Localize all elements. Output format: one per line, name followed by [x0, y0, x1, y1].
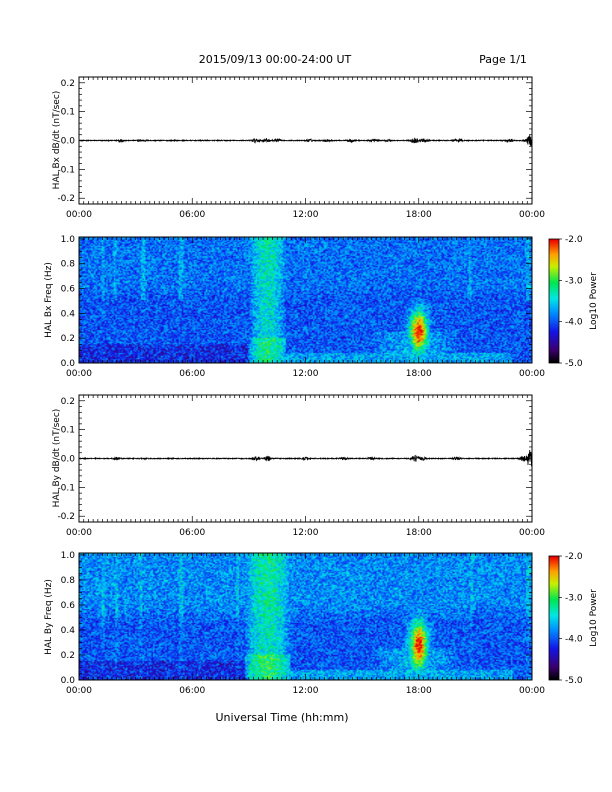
y-tick-label: 0.6 — [61, 285, 76, 295]
colorbar-frame — [548, 555, 560, 681]
y-tick-label: 0.2 — [61, 334, 75, 344]
y-axis-label: HAL By Freq (Hz) — [44, 579, 54, 655]
y-tick-label: 0.1 — [61, 426, 75, 436]
x-tick-label: 18:00 — [406, 210, 432, 220]
panel-by-dbdt: -0.2 -0.1 0.0 0.1 0.2 00:00 06:00 12:00 18:00 00:… — [52, 394, 545, 538]
y-tick-label: -0.2 — [57, 194, 75, 204]
spectrogram-bx — [79, 237, 532, 363]
panel-bx-spectrogram: 0.0 0.2 0.4 0.6 0.8 1.0 00:00 06:00 12:00 18:00 00… — [44, 235, 599, 379]
y-tick-label: 0.8 — [61, 260, 76, 270]
colorbar-tick-label: -3.0 — [565, 276, 583, 286]
x-tick-label: 06:00 — [179, 686, 205, 696]
x-axis-label: Universal Time (hh:mm) — [216, 711, 349, 724]
x-tick-label: 06:00 — [179, 528, 205, 538]
colorbar-tick-label: -3.0 — [565, 593, 583, 603]
axes: 0.0 0.2 0.4 0.6 0.8 1.0 00:00 06:00 12:00 18:00 00… — [61, 235, 546, 379]
data-line — [78, 134, 533, 147]
colorbar-tick-label: -2.0 — [565, 552, 583, 562]
y-tick-label: -0.1 — [57, 165, 75, 175]
colorbar — [549, 556, 559, 680]
x-tick-label: 00:00 — [519, 528, 545, 538]
axes: -0.2 -0.1 0.0 0.1 0.2 00:00 06:00 12:00 18:00 00:… — [57, 395, 545, 538]
colorbar-label: Log10 Power — [589, 272, 599, 330]
y-tick-label: 0.2 — [61, 651, 75, 661]
x-tick-label: 00:00 — [519, 369, 545, 379]
x-tick-label: 00:00 — [66, 369, 92, 379]
y-tick-label: -0.2 — [57, 512, 75, 522]
y-tick-label: 0.1 — [61, 108, 75, 118]
x-tick-label: 18:00 — [406, 686, 432, 696]
x-tick-label: 00:00 — [519, 686, 545, 696]
axes: 0.0 0.2 0.4 0.6 0.8 1.0 00:00 06:00 12:00 18:00 00… — [61, 551, 546, 696]
y-tick-label: 0.0 — [61, 676, 76, 686]
colorbar-tick-label: -5.0 — [565, 676, 583, 686]
colorbar-axes: -2.0 -3.0 -4.0 -5.0 — [559, 552, 583, 686]
y-axis-label: HAL Bx Freq (Hz) — [44, 262, 54, 338]
axes: -0.2 -0.1 0.0 0.1 0.2 00:00 06:00 12:00 18:00 00:… — [57, 77, 545, 220]
x-tick-label: 12:00 — [293, 686, 319, 696]
x-tick-label: 18:00 — [406, 369, 432, 379]
y-tick-label: 0.4 — [61, 309, 76, 319]
y-tick-label: 0.8 — [61, 576, 76, 586]
y-tick-label: 0.0 — [61, 455, 76, 465]
y-tick-label: 0.2 — [61, 79, 75, 89]
x-tick-label: 18:00 — [406, 528, 432, 538]
x-tick-label: 06:00 — [179, 210, 205, 220]
colorbar-axes: -2.0 -3.0 -4.0 -5.0 — [559, 235, 583, 369]
y-axis-label: HAL By dB/dt (nT/sec) — [52, 409, 62, 508]
trace-by — [78, 449, 533, 467]
y-tick-label: 1.0 — [61, 235, 76, 245]
x-tick-label: 00:00 — [519, 210, 545, 220]
panel-bx-dbdt: -0.2 -0.1 0.0 0.1 0.2 00:00 06:00 12:00 18:00 00:… — [52, 76, 545, 220]
x-tick-label: 12:00 — [293, 210, 319, 220]
x-tick-label: 00:00 — [66, 210, 92, 220]
page-number: Page 1/1 — [479, 53, 527, 66]
y-tick-label: 0.2 — [61, 397, 75, 407]
x-tick-label: 06:00 — [179, 369, 205, 379]
trace-bx — [78, 134, 533, 147]
colorbar-tick-label: -5.0 — [565, 359, 583, 369]
y-tick-label: 0.4 — [61, 626, 76, 636]
y-tick-label: 1.0 — [61, 551, 76, 561]
y-tick-label: -0.1 — [57, 483, 75, 493]
colorbar-tick-label: -2.0 — [565, 235, 583, 245]
colorbar — [549, 239, 559, 363]
data-line — [78, 449, 533, 467]
y-tick-label: 0.6 — [61, 601, 76, 611]
y-tick-label: 0.0 — [61, 137, 76, 147]
x-tick-label: 00:00 — [66, 528, 92, 538]
x-tick-label: 00:00 — [66, 686, 92, 696]
panel-by-spectrogram: 0.0 0.2 0.4 0.6 0.8 1.0 00:00 06:00 12:00 18:00 00… — [44, 551, 599, 696]
spectrogram-by — [79, 553, 532, 680]
colorbar-tick-label: -4.0 — [565, 635, 583, 645]
x-tick-label: 12:00 — [293, 369, 319, 379]
x-tick-label: 12:00 — [293, 528, 319, 538]
colorbar-tick-label: -4.0 — [565, 318, 583, 328]
y-tick-label: 0.0 — [61, 359, 76, 369]
colorbar-frame — [548, 238, 560, 364]
colorbar-label: Log10 Power — [589, 589, 599, 647]
page-title: 2015/09/13 00:00-24:00 UT — [199, 53, 352, 66]
y-axis-label: HAL Bx dB/dt (nT/sec) — [52, 91, 62, 190]
